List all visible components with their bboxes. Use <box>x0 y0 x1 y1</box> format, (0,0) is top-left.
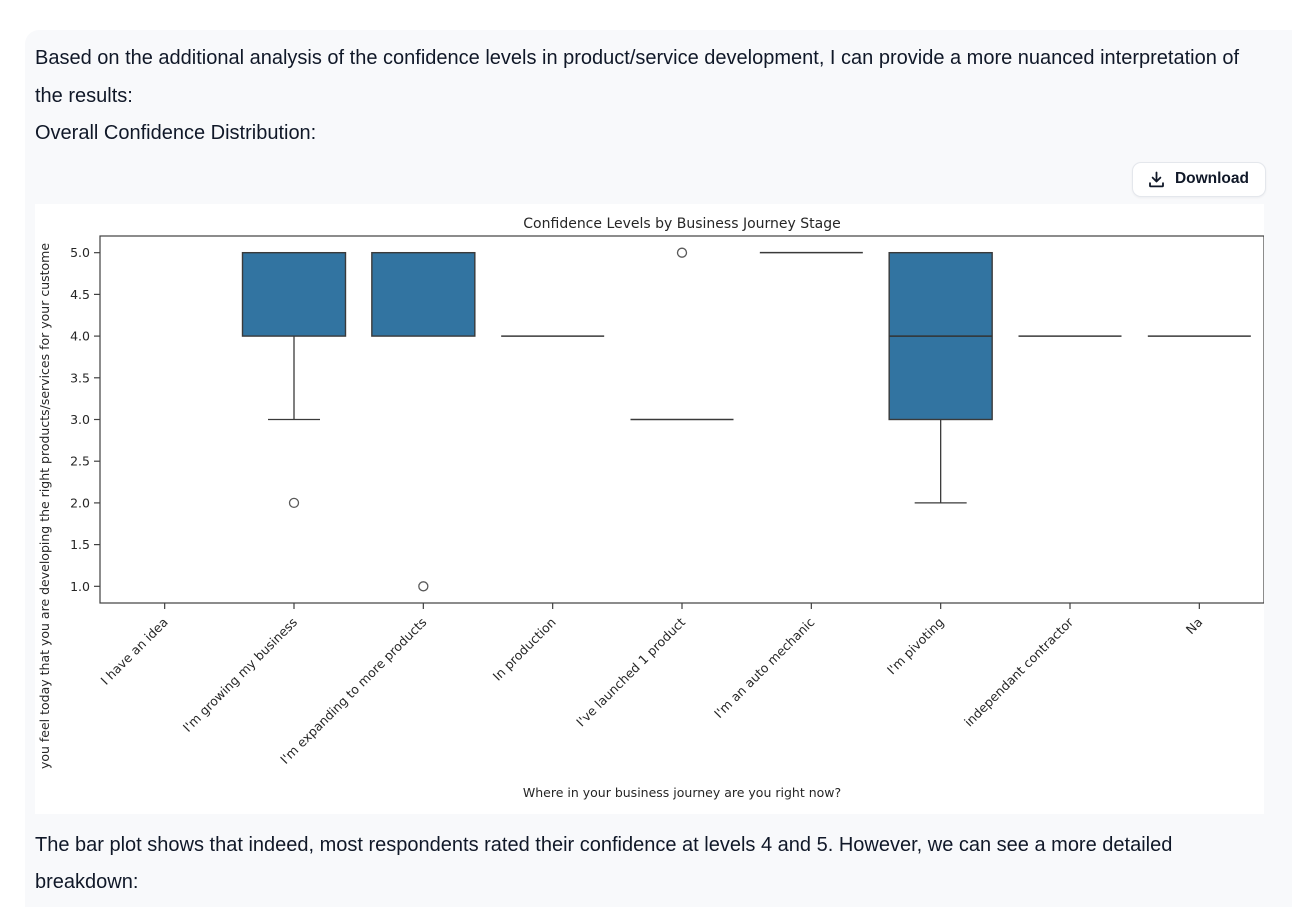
svg-text:1.5: 1.5 <box>70 537 90 552</box>
svg-text:I'm pivoting: I'm pivoting <box>884 614 947 677</box>
svg-text:Where in your business journey: Where in your business journey are you r… <box>523 785 841 800</box>
svg-text:2.5: 2.5 <box>70 453 90 468</box>
closing-paragraph: The bar plot shows that indeed, most res… <box>35 833 1173 894</box>
svg-text:I'm expanding to more products: I'm expanding to more products <box>277 614 429 766</box>
download-label: Download <box>1174 170 1249 187</box>
boxplot-svg: Confidence Levels by Business Journey St… <box>37 216 1264 800</box>
svg-text:independant contractor: independant contractor <box>961 613 1077 729</box>
svg-text:Na: Na <box>1183 614 1206 637</box>
svg-text:3.0: 3.0 <box>70 412 90 427</box>
intro-paragraph: Based on the additional analysis of the … <box>35 47 1240 107</box>
download-icon <box>1147 170 1166 189</box>
confidence-boxplot-figure: Confidence Levels by Business Journey St… <box>35 203 1264 814</box>
svg-text:I have an idea: I have an idea <box>98 614 171 687</box>
svg-text:I've launched 1 product: I've launched 1 product <box>573 614 688 729</box>
svg-text:3.5: 3.5 <box>70 370 90 385</box>
svg-text:5.0: 5.0 <box>70 245 90 260</box>
svg-text:1.0: 1.0 <box>70 578 90 593</box>
subheading: Overall Confidence Distribution: <box>35 122 317 144</box>
svg-text:you feel today that you are de: you feel today that you are developing t… <box>37 242 52 768</box>
download-button[interactable]: Download <box>1131 161 1266 197</box>
svg-text:4.5: 4.5 <box>70 286 90 301</box>
svg-text:Confidence Levels by Business: Confidence Levels by Business Journey St… <box>523 216 840 232</box>
svg-text:I'm growing my business: I'm growing my business <box>180 614 300 734</box>
svg-text:2.0: 2.0 <box>70 495 90 510</box>
svg-text:In production: In production <box>490 614 559 683</box>
download-row: Download <box>35 161 1266 197</box>
chat-panel: Based on the additional analysis of the … <box>25 30 1292 907</box>
svg-text:I'm an auto mechanic: I'm an auto mechanic <box>711 614 818 721</box>
svg-text:4.0: 4.0 <box>70 328 90 343</box>
